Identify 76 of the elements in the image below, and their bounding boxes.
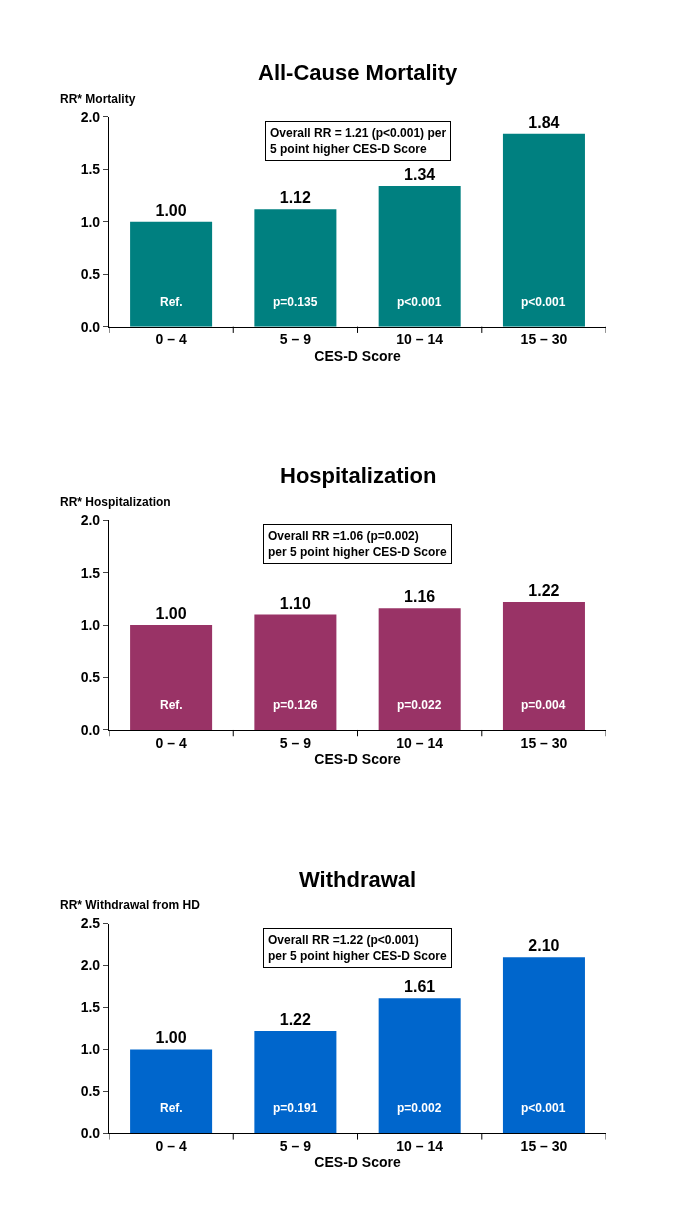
x-tick-label: 15 – 30 (520, 734, 568, 751)
annotation: Overall RR =1.06 (p=0.002) per 5 point higher CES-D Score (268, 529, 448, 559)
y-tick-label: 0.5 (80, 266, 101, 283)
y-tick-label: 0.0 (80, 1125, 101, 1142)
annotation: p=0.002 (397, 1101, 442, 1115)
x-axis-title: CES-D Score (314, 751, 401, 768)
bar (378, 608, 461, 730)
chart-title: Withdrawal (299, 867, 417, 892)
bar (254, 614, 337, 730)
annotation: p<0.001 (397, 295, 442, 309)
data-label: 1.12 (279, 189, 312, 207)
annotation: Overall RR =1.22 (p<0.001) per 5 point higher CES-D Score (268, 933, 448, 963)
x-tick-label: 0 – 4 (155, 331, 187, 348)
y-tick-label: 2.0 (80, 108, 101, 125)
y-tick-label: 2.0 (80, 957, 101, 974)
annotation: p=0.022 (397, 698, 442, 712)
y-axis-title: RR* Mortality (60, 92, 136, 106)
bar (502, 957, 585, 1134)
annotation: Ref. (160, 1101, 183, 1115)
y-tick-label: 1.0 (80, 617, 101, 633)
data-label: 1.00 (155, 1029, 187, 1047)
y-tick-label: 2.0 (80, 512, 101, 529)
x-tick-label: 10 – 14 (396, 734, 444, 751)
x-tick-label: 0 – 4 (155, 1138, 187, 1155)
annotation: Overall RR = 1.21 (p<0.001) per 5 point higher CES-D Score (270, 126, 447, 156)
annotation: p=0.126 (273, 698, 318, 712)
y-tick-label: 0.0 (80, 318, 101, 335)
annotation: p<0.001 (521, 295, 566, 309)
y-tick-label: 0.5 (80, 669, 101, 686)
y-tick-label: 1.5 (80, 999, 101, 1016)
data-label: 1.22 (279, 1010, 312, 1028)
data-label: 1.84 (528, 113, 560, 131)
data-label: 1.34 (404, 166, 436, 184)
x-tick-label: 5 – 9 (279, 331, 312, 348)
data-label: 1.00 (155, 605, 187, 623)
y-tick-label: 2.5 (80, 915, 101, 932)
x-tick-label: 15 – 30 (520, 331, 568, 348)
bar (254, 1030, 337, 1134)
data-label: 1.00 (155, 201, 187, 219)
x-tick-label: 10 – 14 (396, 1138, 444, 1155)
x-tick-label: 5 – 9 (279, 734, 312, 751)
bar (502, 133, 585, 327)
data-label: 1.22 (528, 582, 560, 600)
chart-title: All-Cause Mortality (258, 60, 459, 85)
bar (130, 625, 213, 730)
data-label: 1.16 (404, 588, 436, 606)
data-label: 1.10 (279, 594, 312, 612)
annotation: Ref. (160, 295, 183, 309)
annotation: p=0.191 (273, 1101, 318, 1115)
bar (254, 209, 337, 327)
y-tick-label: 1.0 (80, 213, 101, 230)
x-axis-title: CES-D Score (314, 1154, 401, 1171)
bar (378, 186, 461, 327)
x-tick-label: 10 – 14 (396, 331, 444, 348)
annotation: p=0.004 (521, 698, 566, 712)
y-tick-label: 1.5 (80, 161, 101, 178)
data-label: 1.61 (404, 978, 436, 996)
y-tick-label: 1.5 (80, 564, 101, 581)
bar (378, 998, 461, 1134)
y-tick-label: 0.0 (80, 721, 101, 738)
chart-title: Hospitalization (280, 463, 437, 488)
y-axis-title: RR* Hospitalization (60, 495, 171, 509)
annotation: Ref. (160, 698, 183, 712)
bar (502, 602, 585, 730)
x-axis-title: CES-D Score (314, 347, 401, 364)
y-tick-label: 0.5 (80, 1083, 101, 1100)
x-tick-label: 5 – 9 (279, 1138, 312, 1155)
data-label: 2.10 (528, 937, 560, 955)
x-tick-label: 15 – 30 (520, 1138, 568, 1155)
annotation: p=0.135 (273, 295, 318, 309)
bar (130, 221, 213, 327)
annotation: p<0.001 (521, 1101, 566, 1115)
y-tick-label: 1.0 (80, 1041, 101, 1058)
bar (130, 1049, 213, 1134)
x-tick-label: 0 – 4 (155, 734, 187, 751)
y-axis-title: RR* Withdrawal from HD (60, 898, 201, 912)
